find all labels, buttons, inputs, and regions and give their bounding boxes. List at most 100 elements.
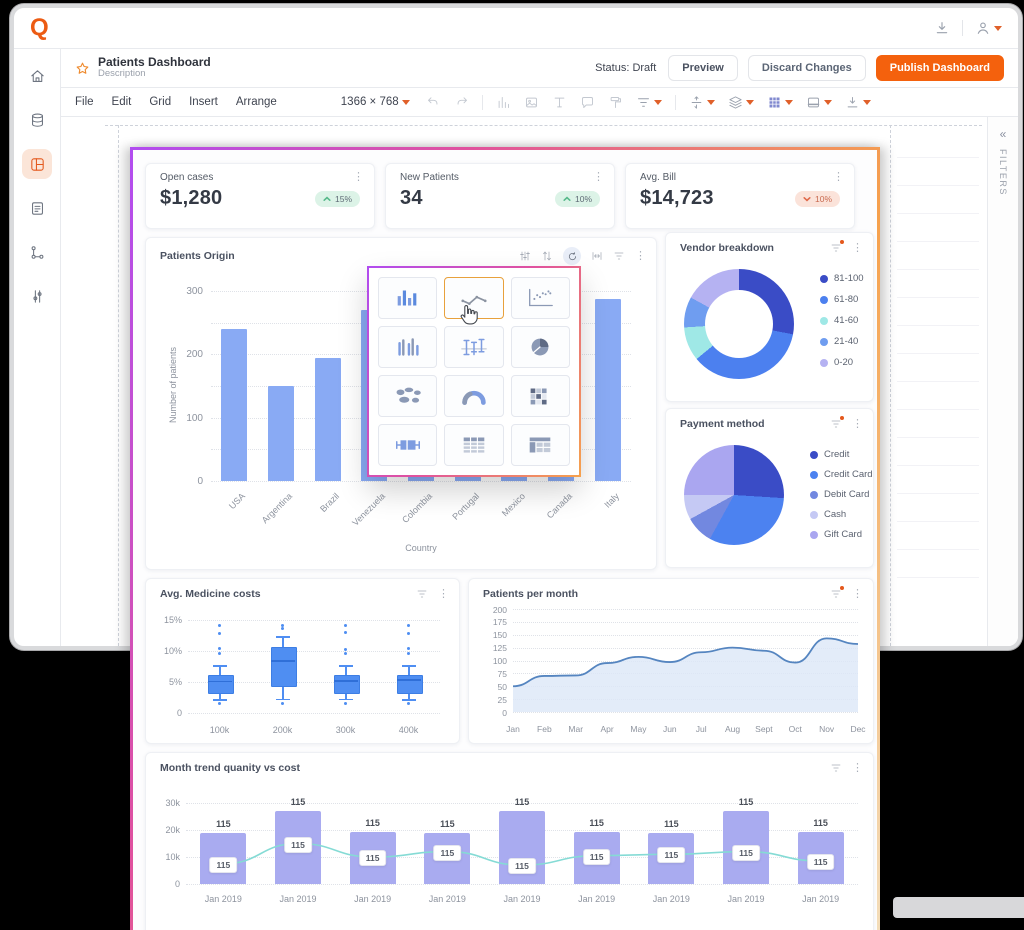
chart-type-gauge[interactable] (444, 375, 504, 417)
kebab-menu-icon[interactable]: ⋮ (635, 249, 646, 262)
add-image-icon[interactable] (524, 95, 539, 110)
panel-options-icon[interactable] (806, 95, 832, 110)
chart-type-histogram[interactable] (378, 326, 438, 368)
kpi-title: Open cases (160, 172, 214, 183)
kebab-menu-icon[interactable]: ⋮ (353, 171, 364, 183)
star-icon[interactable] (75, 61, 90, 76)
kpi-value: $14,723 (640, 187, 714, 209)
sliders-icon[interactable] (519, 250, 531, 262)
sidebar-item-reports[interactable] (22, 193, 52, 223)
chart-title: Month trend quanity vs cost (160, 762, 301, 774)
chevron-down-icon (862, 99, 871, 105)
menu-arrange[interactable]: Arrange (235, 96, 277, 108)
legend-item: Debit Card (810, 489, 873, 500)
box-plot-chart: 15% 10% 5% 0 100k 200k 300k 400k (146, 579, 459, 743)
kebab-menu-icon[interactable]: ⋮ (833, 171, 844, 183)
month-trend-card[interactable]: Month trend quanity vs cost ⋮ 30k 20k 10k 0 11… (145, 752, 874, 930)
user-menu[interactable] (975, 20, 1002, 36)
redo-icon[interactable] (454, 95, 469, 110)
menu-grid[interactable]: Grid (149, 96, 172, 108)
download-icon[interactable] (934, 20, 950, 36)
payment-method-card[interactable]: Payment method ⋮ Credit Credit Card Debit Ca… (665, 408, 874, 568)
chart-title: Avg. Medicine costs (160, 588, 261, 600)
kebab-menu-icon[interactable]: ⋮ (852, 761, 863, 774)
kebab-menu-icon[interactable]: ⋮ (852, 241, 863, 254)
chart-type-pie[interactable] (510, 326, 570, 368)
kpi-delta-badge: 10% (794, 190, 840, 207)
chart-type-pivot-table[interactable] (510, 424, 570, 466)
chevron-down-icon (401, 99, 410, 105)
filter-icon[interactable] (613, 250, 625, 262)
chart-legend: 81-100 61-80 41-60 21-40 0-20 (820, 273, 864, 368)
kpi-card-1[interactable]: Open cases ⋮ $1,280 15% (145, 163, 375, 229)
chart-type-box-plot[interactable] (378, 424, 438, 466)
undo-icon[interactable] (426, 95, 441, 110)
kpi-card-3[interactable]: Avg. Bill ⋮ $14,723 10% (625, 163, 855, 229)
chevron-down-icon (745, 99, 754, 105)
dashboard-canvas[interactable]: Open cases ⋮ $1,280 15% New Patients ⋮ 34 10% Av… (130, 147, 880, 930)
menu-file[interactable]: File (75, 96, 94, 108)
chart-type-picker (367, 266, 581, 477)
export-icon[interactable] (845, 95, 871, 110)
bar (268, 386, 294, 481)
filterdot-icon[interactable] (830, 240, 844, 254)
filter-icon[interactable] (636, 95, 662, 110)
chart-type-bar[interactable] (378, 277, 438, 319)
chevron-down-icon (653, 99, 662, 105)
page-subtitle[interactable]: Description (98, 68, 146, 80)
add-text-icon[interactable] (552, 95, 567, 110)
filter-icon[interactable] (416, 588, 428, 600)
data-label: 115 (508, 858, 536, 875)
widthr-icon[interactable] (591, 250, 603, 262)
grid-options-icon[interactable] (767, 95, 793, 110)
sort-icon[interactable] (541, 250, 553, 262)
publish-dashboard-button[interactable]: Publish Dashboard (875, 55, 1004, 81)
kpi-card-2[interactable]: New Patients ⋮ 34 10% (385, 163, 615, 229)
vendor-breakdown-card[interactable]: Vendor breakdown ⋮ 81-100 61-80 41-60 21-40 0-… (665, 232, 874, 402)
legend-item: 41-60 (820, 315, 864, 326)
kpi-delta-badge: 10% (554, 190, 600, 207)
sidebar-item-data[interactable] (22, 105, 52, 135)
discard-changes-button[interactable]: Discard Changes (747, 55, 866, 81)
app-logo[interactable]: Q (30, 14, 49, 41)
filterdot-icon[interactable] (830, 416, 844, 430)
kpi-value: 34 (400, 187, 423, 209)
chart-type-scatter[interactable] (510, 277, 570, 319)
canvas-size-select[interactable]: 1366 × 768 (341, 96, 410, 108)
kebab-menu-icon[interactable]: ⋮ (852, 417, 863, 430)
status-badge: Status: Draft (595, 62, 657, 74)
topbar: Q (14, 8, 1018, 49)
sidebar-item-automation[interactable] (22, 237, 52, 267)
chart-type-error-bars[interactable] (444, 326, 504, 368)
sidebar-item-home[interactable] (22, 61, 52, 91)
filter-icon[interactable] (830, 762, 842, 774)
kebab-menu-icon[interactable]: ⋮ (593, 171, 604, 183)
add-chart-icon[interactable] (496, 95, 511, 110)
collapse-icon[interactable]: « (999, 127, 1007, 141)
menu-edit[interactable]: Edit (111, 96, 132, 108)
medicine-costs-card[interactable]: Avg. Medicine costs ⋮ 15% 10% 5% 0 100k 200k 300… (145, 578, 460, 744)
chart-type-heatmap[interactable] (510, 375, 570, 417)
kebab-menu-icon[interactable]: ⋮ (438, 587, 449, 600)
kebab-menu-icon[interactable]: ⋮ (852, 587, 863, 600)
menu-insert[interactable]: Insert (189, 96, 218, 108)
artboard-guide-left (118, 125, 119, 646)
chevron-down-icon (706, 99, 715, 105)
chart-title: Patients per month (483, 588, 579, 600)
kpi-title: New Patients (400, 172, 459, 183)
refresh-icon[interactable] (563, 247, 581, 265)
add-comment-icon[interactable] (580, 95, 595, 110)
chart-type-table[interactable] (444, 424, 504, 466)
format-painter-icon[interactable] (608, 95, 623, 110)
patients-per-month-card[interactable]: Patients per month ⋮ 200 175 150 125 100 75 50 25… (468, 578, 874, 744)
data-label: 115 (657, 847, 686, 864)
filterdot-icon[interactable] (830, 586, 844, 600)
chart-type-map[interactable] (378, 375, 438, 417)
align-icon[interactable] (689, 95, 715, 110)
preview-button[interactable]: Preview (668, 55, 738, 81)
sidebar-item-dashboards[interactable] (22, 149, 52, 179)
kpi-value: $1,280 (160, 187, 223, 209)
sidebar-item-filters[interactable] (22, 281, 52, 311)
filters-panel-tab[interactable]: « FILTERS (987, 117, 1018, 646)
layers-icon[interactable] (728, 95, 754, 110)
